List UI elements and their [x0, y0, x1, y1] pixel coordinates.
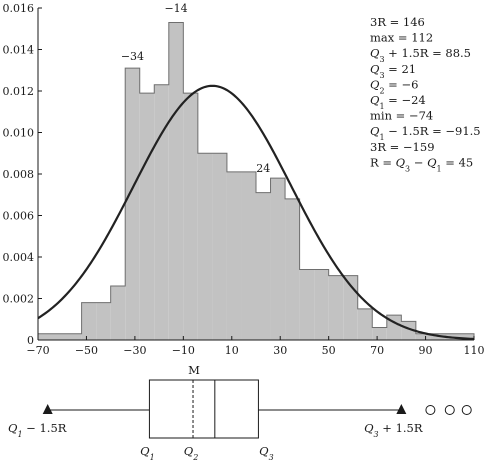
histogram-bar — [197, 153, 213, 340]
histogram-bar — [38, 333, 82, 340]
stat-line: 3R = −159 — [370, 140, 435, 154]
y-tick-label: 0.008 — [3, 168, 35, 181]
axes: −70 −50 −30 −10 10 30 50 70 90 110 0 0.002 0.004 0.00… — [3, 2, 484, 357]
y-tick-label: 0.012 — [3, 85, 35, 98]
stat-line: R = Q3 − Q1 = 45 — [370, 155, 473, 173]
y-tick-label: 0.016 — [3, 2, 35, 15]
outlier-point — [425, 405, 436, 415]
histogram-bar — [212, 153, 227, 340]
normal-curve — [37, 84, 475, 341]
box-label-m: M — [188, 363, 200, 377]
histogram-bar — [270, 178, 286, 340]
histogram-outline — [37, 22, 475, 340]
histogram-bar — [343, 275, 358, 340]
x-tick-label: 10 — [225, 344, 239, 357]
x-tick-label: 110 — [464, 344, 484, 357]
y-tick-label: 0.014 — [3, 44, 35, 57]
stat-line: max = 112 — [370, 31, 433, 45]
box-label-lower-fence: Q1 − 1.5R — [8, 421, 67, 439]
bar-annotations: −34 −14 24 — [121, 2, 270, 175]
upper-fence-marker — [396, 404, 407, 414]
histogram-bar — [110, 286, 126, 340]
lower-fence-marker — [42, 404, 53, 414]
bar-annotation: −14 — [164, 2, 187, 15]
histogram-bar — [357, 308, 373, 340]
histogram-bar — [183, 93, 198, 340]
y-tick-label: 0.002 — [3, 293, 35, 306]
outlier-point — [444, 405, 455, 415]
x-tick-label: −50 — [75, 344, 98, 357]
histogram-bar — [154, 84, 169, 341]
normal-curve-layer — [37, 84, 475, 341]
stat-line: Q1 = −24 — [370, 93, 426, 111]
histogram-bar — [241, 171, 256, 340]
box-label-q3: Q3 — [259, 444, 274, 460]
y-tick-label: 0.004 — [3, 251, 35, 264]
stat-line: Q3 + 1.5R = 88.5 — [370, 46, 471, 64]
box-label-q1: Q1 — [140, 444, 155, 460]
y-tick-label: 0.006 — [3, 210, 35, 223]
histogram-bar — [430, 333, 445, 340]
histogram-bar — [139, 93, 155, 340]
histogram-bar — [96, 302, 111, 340]
stat-line: min = −74 — [370, 109, 433, 123]
y-tick-label: 0 — [27, 334, 34, 347]
x-tick-label: 50 — [322, 344, 336, 357]
x-tick-label: −70 — [26, 344, 49, 357]
x-tick-label: 30 — [273, 344, 287, 357]
stat-line: Q3 = 21 — [370, 62, 416, 80]
outlier-point — [461, 405, 472, 415]
x-tick-label: 90 — [419, 344, 433, 357]
histogram-bar — [81, 302, 97, 340]
stat-line: Q2 = −6 — [370, 77, 418, 95]
histogram-bar — [299, 269, 315, 340]
stat-line: 3R = 146 — [370, 15, 425, 29]
histogram-bar — [314, 269, 329, 340]
histogram-bars — [37, 22, 475, 341]
y-tick-label: 0.010 — [3, 127, 35, 140]
bar-annotation: 24 — [256, 162, 270, 175]
box — [148, 379, 259, 439]
histogram-bar — [415, 333, 431, 340]
histogram-bar — [328, 275, 344, 340]
box-label-upper-fence: Q3 + 1.5R — [364, 421, 423, 439]
histogram-bar — [372, 327, 387, 340]
box-label-q2: Q2 — [184, 444, 199, 460]
histogram-bar — [401, 321, 416, 340]
histogram-bar — [125, 68, 140, 341]
bar-annotation: −34 — [121, 50, 144, 63]
stat-line: Q1 − 1.5R = −91.5 — [370, 124, 481, 142]
x-tick-label: −30 — [123, 344, 146, 357]
histogram-bar — [285, 198, 300, 340]
histogram-bar — [459, 333, 474, 340]
histogram-bar — [256, 192, 271, 340]
x-tick-label: 70 — [370, 344, 384, 357]
histogram-bar — [226, 171, 242, 340]
histogram-bar — [168, 22, 184, 341]
box-plot: M Q1 Q2 Q3 Q1 − 1.5R Q3 + 1.5R — [8, 363, 472, 460]
x-tick-label: −10 — [172, 344, 195, 357]
